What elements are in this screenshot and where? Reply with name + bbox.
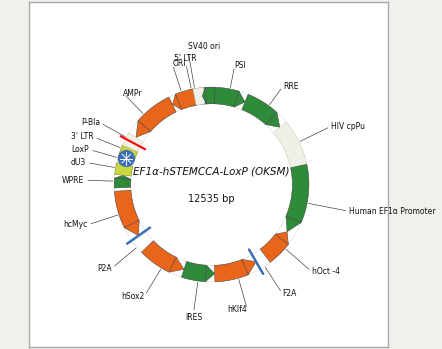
Polygon shape [286, 216, 301, 232]
Text: ORI: ORI [172, 59, 186, 68]
Polygon shape [122, 133, 143, 152]
Polygon shape [260, 234, 288, 262]
Polygon shape [275, 232, 288, 244]
Polygon shape [114, 190, 139, 228]
Polygon shape [242, 259, 256, 275]
Text: AMPr: AMPr [123, 89, 143, 98]
Polygon shape [115, 163, 133, 176]
Polygon shape [136, 121, 151, 138]
Text: P2A: P2A [97, 263, 112, 273]
Text: dU3: dU3 [71, 158, 86, 167]
Text: hKlf4: hKlf4 [228, 305, 248, 314]
Polygon shape [114, 178, 131, 188]
Polygon shape [141, 241, 176, 272]
Text: Human EF1α Promoter: Human EF1α Promoter [349, 207, 435, 216]
Polygon shape [175, 89, 196, 110]
Text: LoxP: LoxP [72, 145, 89, 154]
Polygon shape [118, 145, 138, 161]
Text: F2A: F2A [282, 289, 297, 298]
Polygon shape [202, 87, 206, 104]
Text: hcMyc: hcMyc [64, 220, 88, 229]
Polygon shape [205, 87, 215, 104]
Polygon shape [274, 122, 307, 168]
Polygon shape [234, 91, 245, 107]
Polygon shape [188, 87, 215, 106]
Text: hSox2: hSox2 [122, 291, 145, 300]
Circle shape [118, 151, 134, 166]
Text: RRE: RRE [283, 82, 298, 91]
Text: hOct -4: hOct -4 [312, 267, 340, 276]
Polygon shape [193, 88, 205, 105]
Text: WPRE: WPRE [62, 176, 84, 185]
Text: EF1α-hSTEMCCA-LoxP (OKSM): EF1α-hSTEMCCA-LoxP (OKSM) [133, 166, 290, 177]
Polygon shape [169, 257, 184, 272]
Polygon shape [114, 87, 309, 282]
Text: 5' LTR: 5' LTR [175, 54, 197, 63]
Polygon shape [242, 94, 277, 125]
Polygon shape [138, 97, 176, 132]
Polygon shape [206, 265, 215, 282]
Polygon shape [266, 112, 280, 127]
Text: P-Bla: P-Bla [81, 118, 100, 127]
Text: 12535 bp: 12535 bp [188, 194, 235, 204]
Polygon shape [214, 87, 239, 107]
Polygon shape [182, 261, 206, 282]
Text: IRES: IRES [185, 313, 202, 322]
Polygon shape [124, 220, 139, 236]
Text: SV40 ori: SV40 ori [188, 42, 220, 51]
Polygon shape [214, 259, 248, 282]
Polygon shape [114, 175, 131, 179]
Text: PSI: PSI [235, 61, 246, 70]
Polygon shape [172, 94, 182, 110]
Text: HIV cpPu: HIV cpPu [331, 122, 365, 131]
Text: 3' LTR: 3' LTR [71, 132, 94, 141]
Polygon shape [286, 164, 309, 223]
